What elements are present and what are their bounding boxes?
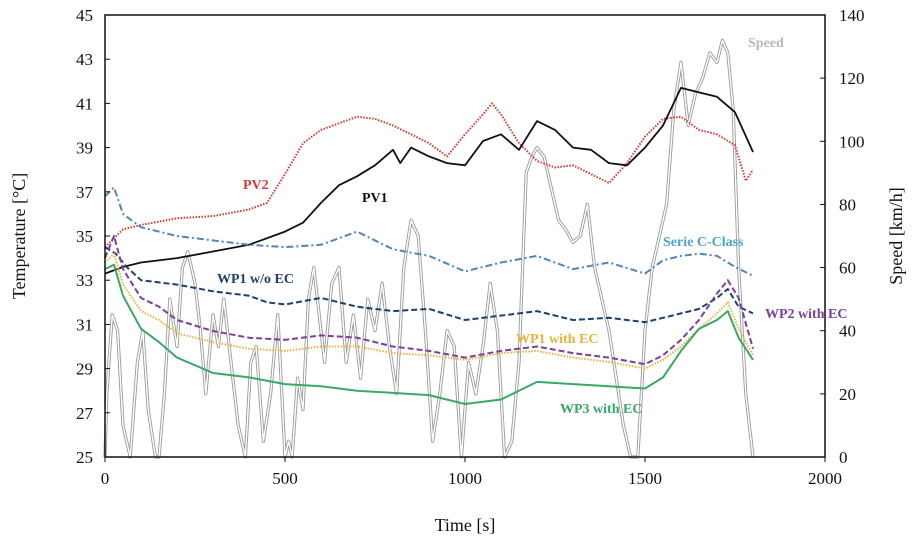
series-line-wp3-with-ec [104,263,754,405]
y-left-tick-label: 35 [76,227,93,246]
label-wp1-wo-ec: WP1 w/o EC [217,272,294,287]
label-pv2: PV2 [243,178,269,193]
y-left-tick-label: 43 [76,50,93,69]
y-left-tick-label: 45 [76,6,93,25]
ticks-layer: 0 500 1000 1500 2000 25 27 29 31 33 35 37 39 41 43 45 0 2… [76,6,865,488]
y-left-axis-title: Temperature [°C] [9,173,29,299]
y-right-tick-label: 20 [839,385,856,404]
series-line-pv2 [104,102,754,248]
y-left-tick-label: 33 [76,271,93,290]
series-line-wp1-w-o-ec [104,246,754,324]
x-tick-label: 0 [101,469,110,488]
y-right-axis-title: Speed [km/h] [886,187,906,284]
y-right-tick-label: 0 [839,448,848,467]
y-left-tick-label: 31 [76,315,93,334]
y-right-tick-label: 60 [839,259,856,278]
series-line-serie-c-class [104,186,754,277]
x-axis-title: Time [s] [435,515,496,535]
y-right-tick-label: 100 [839,132,865,151]
label-wp3-with-ec: WP3 with EC [560,402,642,417]
series-line-pv1 [104,87,754,275]
label-serie-c-class: Serie C-Class [663,235,744,250]
x-tick-label: 1000 [448,469,482,488]
y-left-tick-label: 29 [76,360,93,379]
series-layer [103,38,755,459]
y-left-tick-label: 41 [76,94,93,113]
series-line-wp2-with-ec [104,235,754,366]
x-tick-label: 500 [272,469,298,488]
y-left-tick-label: 27 [76,404,94,423]
x-tick-label: 1500 [628,469,662,488]
y-right-tick-label: 120 [839,69,865,88]
y-right-tick-label: 80 [839,195,856,214]
y-left-tick-label: 25 [76,448,93,467]
label-wp1-with-ec: WP1 with EC [516,332,598,347]
x-tick-label: 2000 [808,469,842,488]
series-line-speed [104,39,754,458]
label-speed: Speed [748,36,784,51]
label-wp2-with-ec: WP2 with EC [765,307,847,322]
y-left-tick-label: 37 [76,183,94,202]
label-pv1: PV1 [362,191,388,206]
y-right-tick-label: 40 [839,322,856,341]
y-right-tick-label: 140 [839,6,865,25]
y-left-tick-label: 39 [76,139,93,158]
